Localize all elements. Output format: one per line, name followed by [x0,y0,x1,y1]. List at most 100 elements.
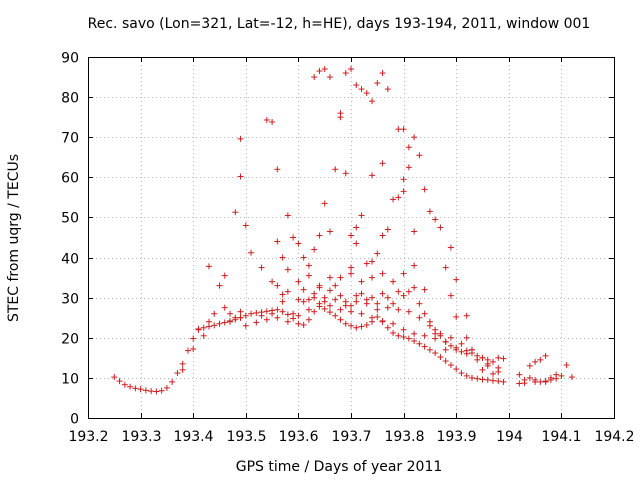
data-point [300,321,307,328]
data-point [479,366,486,373]
data-point [290,234,297,241]
data-point [274,238,281,245]
x-tick-label: 193.6 [278,429,318,445]
data-point [379,70,386,77]
data-point [411,134,418,141]
data-point [416,300,423,307]
data-point [295,296,302,303]
data-point [516,380,523,387]
data-point [116,378,123,385]
data-point [305,296,312,303]
y-axis-ticks: 0 10 20 30 40 50 60 70 80 90 [61,51,614,428]
data-point [216,282,223,289]
data-point [295,312,302,319]
data-point [221,319,228,326]
data-point [453,313,460,320]
data-point [221,272,228,279]
x-axis-label: GPS time / Days of year 2011 [236,459,443,475]
data-point [532,376,539,383]
data-point [363,300,370,307]
data-point [447,342,454,349]
data-point [447,362,454,369]
data-point [332,312,339,319]
data-point [274,314,281,321]
data-point [326,74,333,81]
data-point [416,152,423,159]
data-point [374,313,381,320]
data-point [263,308,270,315]
data-point [379,232,386,239]
y-tick-label: 20 [61,332,79,348]
data-point [216,320,223,327]
data-point [532,358,539,365]
data-point [337,114,344,121]
data-point [463,312,470,319]
data-point [490,370,497,377]
data-point [353,240,360,247]
data-point [253,309,260,316]
data-point [263,116,270,123]
data-point [242,222,249,229]
data-point [258,264,265,271]
data-point [274,306,281,313]
data-point [263,316,270,323]
data-point [332,282,339,289]
data-point [337,306,344,313]
data-point [369,172,376,179]
y-tick-label: 10 [61,372,79,388]
data-point [169,378,176,385]
data-point [426,208,433,215]
data-point [400,270,407,277]
data-point [495,354,502,361]
x-tick-label: 194.2 [594,429,634,445]
data-point [337,292,344,299]
data-point [447,334,454,341]
data-point [479,354,486,361]
data-point [353,82,360,89]
data-point [411,262,418,269]
data-point [426,322,433,329]
data-point [542,352,549,359]
data-point [500,378,507,385]
data-point [300,286,307,293]
data-point [400,126,407,133]
data-point [300,298,307,305]
data-point [205,318,212,325]
data-point [390,196,397,203]
x-tick-label: 193.4 [173,429,213,445]
data-point [453,346,460,353]
data-point [311,294,318,301]
data-point [211,322,218,329]
y-tick-label: 30 [61,292,79,308]
data-point [400,176,407,183]
data-point [432,216,439,223]
data-point [348,308,354,315]
data-point [305,306,312,313]
data-point [437,224,444,231]
data-point [474,375,481,382]
data-point [453,276,460,283]
data-point [458,340,465,347]
data-point [332,166,339,173]
data-point [279,254,286,261]
data-point [253,319,260,326]
data-point [416,314,423,321]
data-point [127,383,134,390]
x-tick-label: 193.5 [226,429,266,445]
data-point [432,350,439,357]
data-point [179,366,186,373]
data-point [290,310,297,317]
data-point [384,294,391,301]
y-tick-label: 40 [61,252,79,268]
data-point [442,264,449,271]
data-point [474,352,481,359]
data-point [342,302,349,309]
data-point [432,330,439,337]
data-point [400,326,407,333]
data-point [279,291,286,298]
data-point [326,274,333,281]
data-point [284,288,291,295]
data-point [284,212,291,219]
data-point [274,166,281,173]
data-point [305,272,312,279]
